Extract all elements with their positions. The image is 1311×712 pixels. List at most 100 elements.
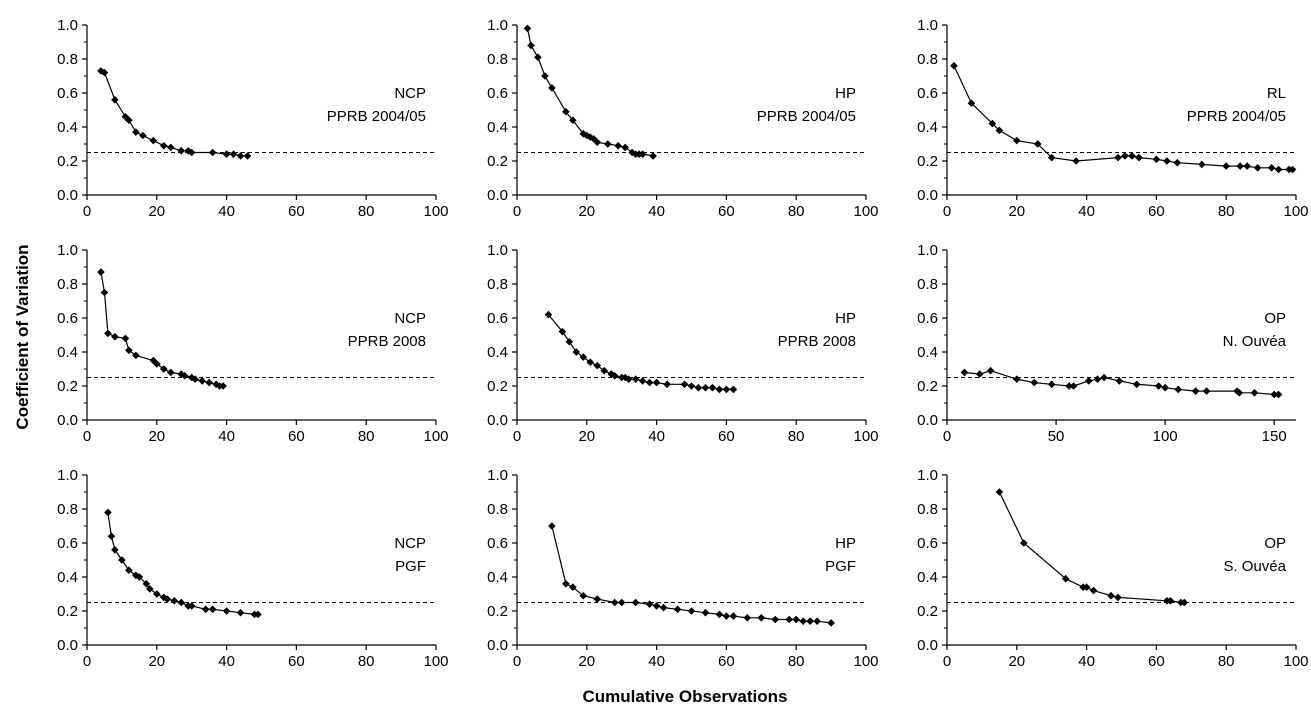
y-tick-label: 0.0 (917, 637, 938, 654)
y-tick-label: 1.0 (57, 242, 78, 259)
data-point (631, 375, 640, 383)
data-point (562, 107, 570, 116)
data-point (1061, 574, 1070, 583)
x-tick-label: 20 (578, 653, 595, 670)
panel-label-species: NCP (394, 310, 426, 327)
data-point (694, 383, 703, 392)
x-tick-label: 80 (788, 428, 805, 445)
data-point (1047, 380, 1056, 389)
data-point (1191, 387, 1200, 395)
data-point (1047, 153, 1056, 162)
data-point (153, 360, 161, 368)
x-tick-label: 40 (1078, 653, 1095, 670)
data-point (610, 372, 619, 380)
x-tick-label: 100 (1283, 203, 1308, 220)
data-point (614, 141, 623, 150)
x-tick-label: 100 (853, 653, 878, 670)
data-point (562, 580, 570, 588)
x-tick-label: 60 (288, 653, 305, 670)
data-point (813, 617, 821, 625)
panel-label-species: OP (1264, 310, 1286, 327)
data-point (1222, 162, 1230, 170)
data-point (1107, 591, 1115, 600)
data-point (638, 377, 647, 385)
y-tick-label: 0.4 (57, 344, 78, 361)
y-tick-label: 0.8 (917, 51, 938, 68)
data-point (180, 372, 189, 380)
x-tick-label: 0 (513, 203, 521, 220)
panel-label-site: S. Ouvéa (1223, 558, 1286, 575)
x-axis-title: Cumulative Observations (582, 687, 787, 706)
y-tick-label: 0.6 (917, 535, 938, 552)
y-tick-label: 0.4 (57, 569, 78, 586)
data-point (569, 583, 577, 591)
y-tick-label: 1.0 (57, 467, 78, 484)
data-point (967, 99, 976, 107)
x-tick-label: 100 (423, 203, 448, 220)
y-tick-label: 0.4 (487, 569, 508, 586)
data-point (111, 96, 119, 104)
y-tick-label: 0.0 (57, 637, 78, 654)
series-line (964, 370, 1279, 396)
data-point (534, 53, 542, 62)
data-point (149, 136, 158, 145)
data-point (593, 595, 602, 603)
x-tick-label: 40 (648, 203, 665, 220)
data-point (1180, 598, 1189, 607)
y-tick-label: 0.2 (57, 378, 78, 395)
chart-panel: 0.0 0.2 0.4 0.6 0.8 1.0 0 20 40 60 80 100 HP PGF (487, 467, 878, 670)
data-point (995, 488, 1004, 496)
data-point (663, 380, 671, 389)
data-point (960, 368, 969, 377)
y-tick-label: 0.0 (487, 637, 508, 654)
data-point (569, 116, 577, 124)
x-tick-label: 40 (1078, 203, 1095, 220)
panel-label-species: OP (1264, 535, 1286, 552)
data-point (548, 522, 556, 530)
x-tick-label: 0 (943, 653, 951, 670)
x-tick-label: 60 (718, 428, 735, 445)
x-tick-label: 40 (218, 653, 235, 670)
panel-label-site: N. Ouvéa (1223, 333, 1287, 350)
y-tick-label: 0.2 (57, 153, 78, 170)
data-point (125, 116, 133, 124)
data-point (523, 24, 532, 33)
panel-label-species: HP (835, 535, 856, 552)
data-point (1114, 593, 1122, 602)
data-point (743, 614, 752, 622)
data-point (159, 365, 168, 373)
data-point (1173, 158, 1182, 167)
x-tick-label: 0 (83, 428, 91, 445)
data-point (600, 366, 609, 375)
y-axis-title: Coefficient of Variation (13, 244, 32, 429)
data-point (104, 329, 112, 338)
x-tick-label: 20 (578, 428, 595, 445)
data-point (1072, 157, 1080, 165)
data-point (97, 268, 105, 276)
y-tick-label: 0.4 (487, 119, 508, 136)
y-tick-label: 0.0 (57, 187, 78, 204)
data-point (988, 119, 997, 128)
series-line (998, 491, 1185, 604)
data-point (254, 610, 262, 619)
x-tick-label: 80 (788, 653, 805, 670)
data-point (1270, 390, 1278, 399)
data-point (1154, 382, 1163, 390)
data-point (1082, 583, 1091, 591)
x-tick-label: 60 (718, 653, 735, 670)
data-point (1202, 387, 1211, 395)
chart-panel: 0.0 0.2 0.4 0.6 0.8 1.0 0 20 40 60 80 100 NCP PPRB 20… (57, 242, 448, 445)
x-tick-label: 80 (1218, 653, 1235, 670)
data-point (1115, 377, 1124, 385)
data-point (1069, 382, 1078, 390)
data-point (184, 147, 193, 155)
data-point (1030, 378, 1039, 387)
data-point (621, 143, 629, 152)
y-tick-label: 0.2 (487, 378, 508, 395)
data-point (1267, 164, 1276, 172)
data-point (995, 126, 1004, 135)
data-point (986, 366, 995, 375)
data-point (201, 605, 210, 614)
data-point (638, 150, 647, 158)
data-point (687, 607, 696, 615)
